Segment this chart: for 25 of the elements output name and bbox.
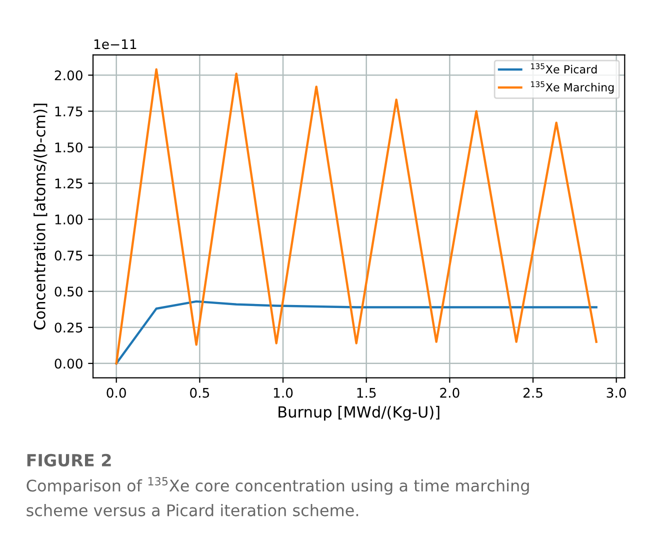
y-axis-title: Concentration [atoms/(b-cm)]	[34, 104, 48, 330]
y-tick-label: 1.00	[55, 214, 82, 224]
legend-label: $^{135}$Xe Marching	[531, 81, 614, 94]
y-tick-label: 1.25	[55, 178, 82, 188]
x-tick-label: 1.0	[274, 388, 293, 398]
y-tick-label: 1.75	[55, 106, 82, 116]
text: scheme versus a Picard iteration scheme.	[26, 504, 358, 516]
x-axis-title: Burnup [MWd/(Kg-U)]	[278, 406, 440, 421]
x-tick-label: 3.0	[606, 388, 626, 398]
x-tick-label: 1.5	[357, 388, 376, 398]
x-tick-label: 2.0	[440, 388, 460, 398]
y-tick-label: 0.50	[54, 286, 82, 297]
x-tick-label: 0.0	[106, 388, 126, 398]
y-tick-label: 0.25	[54, 322, 82, 333]
text: Comparison of $^{135}$Xe core concentration using a time marching	[26, 477, 529, 495]
y-tick-label: 0.75	[54, 250, 82, 261]
legend-label: $^{135}$Xe Picard	[531, 63, 597, 74]
y-tick-label: 0.00	[54, 358, 82, 369]
text: 1e−11	[94, 39, 136, 50]
y-tick-label: 2.00	[54, 70, 82, 80]
y-tick-label: 1.50	[55, 142, 82, 152]
x-tick-label: 0.5	[190, 388, 210, 398]
line-series	[115, 300, 598, 365]
caption: FIGURE 2	[27, 454, 111, 466]
x-tick-label: 2.5	[523, 388, 542, 398]
